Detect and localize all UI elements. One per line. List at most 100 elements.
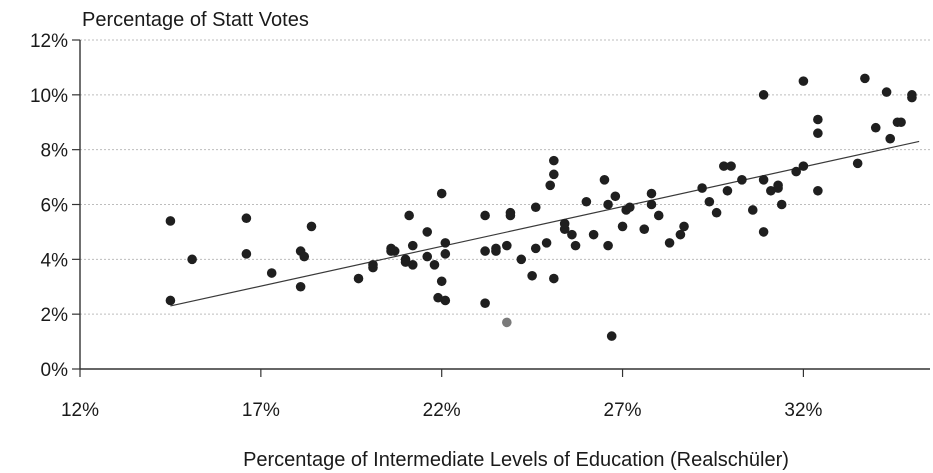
data-point [664, 238, 675, 248]
data-point [545, 180, 556, 191]
data-point [241, 249, 252, 259]
tick-labels: 0% 2% 4% 6% 8% 10% 12% 12% 17% 22% 27% 32% [30, 31, 823, 421]
data-point [726, 161, 736, 171]
data-point [480, 298, 490, 309]
data-point [491, 246, 501, 256]
data-point [646, 188, 657, 199]
data-point [266, 268, 277, 278]
data-point [813, 128, 823, 139]
data-point [704, 196, 715, 207]
data-point [433, 292, 443, 303]
y-tick-label: 8% [41, 141, 69, 162]
data-point [165, 216, 176, 226]
data-point [766, 185, 776, 196]
data-point [773, 180, 783, 191]
data-point [389, 246, 400, 256]
data-point [549, 169, 559, 180]
data-point [697, 183, 707, 193]
data-point [860, 73, 870, 84]
data-point [798, 161, 809, 171]
data-point [530, 243, 541, 254]
x-tick-label: 12% [61, 400, 99, 421]
data-point [758, 175, 769, 185]
data-point [617, 221, 628, 232]
data-point [896, 117, 906, 128]
data-point [502, 240, 512, 251]
data-point [813, 114, 823, 125]
data-point [549, 273, 559, 284]
data-point [295, 281, 306, 292]
data-point [407, 260, 418, 270]
data-point [588, 229, 599, 240]
data-point [679, 221, 689, 232]
data-point [422, 227, 433, 237]
y-tick-label: 0% [41, 360, 69, 381]
data-point [429, 260, 440, 270]
data-point [368, 262, 378, 273]
data-point [758, 90, 769, 100]
x-tick-label: 17% [242, 400, 280, 421]
data-point [675, 229, 686, 240]
x-tick-label: 27% [604, 400, 642, 421]
chart-title: Percentage of Statt Votes [82, 9, 309, 31]
data-point [353, 273, 364, 284]
data-point [719, 161, 729, 171]
data-point [907, 92, 917, 103]
axes [72, 39, 930, 377]
data-point [440, 238, 451, 248]
data-point [885, 133, 896, 144]
grid-lines [80, 39, 930, 315]
data-point [737, 175, 747, 185]
data-point [440, 295, 451, 306]
y-tick-label: 10% [30, 86, 68, 107]
data-point [404, 210, 414, 221]
data-point [603, 199, 613, 210]
data-point [306, 221, 317, 232]
data-point [516, 254, 527, 265]
data-point [639, 224, 650, 234]
x-axis-title: Percentage of Intermediate Levels of Edu… [243, 449, 789, 471]
data-point [711, 207, 722, 218]
data-point [440, 249, 451, 259]
data-point [480, 210, 490, 221]
data-point [599, 175, 610, 185]
data-point [791, 166, 801, 177]
data-point [624, 202, 635, 213]
data-point [407, 240, 418, 251]
data-point [422, 251, 433, 262]
y-tick-label: 6% [41, 196, 69, 217]
data-point [436, 276, 447, 287]
data-point [559, 218, 570, 229]
data-point [187, 254, 197, 265]
data-point [480, 246, 490, 256]
data-point [530, 202, 541, 213]
data-point [436, 188, 447, 199]
x-tick-label: 32% [784, 400, 822, 421]
data-point [798, 76, 809, 86]
y-tick-label: 4% [41, 250, 69, 271]
data-point [870, 122, 881, 133]
y-tick-label: 2% [41, 305, 69, 326]
data-point [813, 185, 823, 196]
data-point [747, 205, 758, 215]
data-point [299, 251, 310, 262]
data-point [541, 238, 552, 248]
data-point [758, 227, 769, 237]
data-point [776, 199, 787, 210]
y-tick-label: 12% [30, 31, 68, 52]
data-points [165, 73, 917, 341]
x-tick-label: 22% [423, 400, 461, 421]
data-point [570, 240, 581, 251]
data-point [722, 185, 733, 196]
data-point [881, 87, 892, 97]
data-point [549, 155, 559, 166]
data-point [241, 213, 252, 224]
data-point [165, 295, 176, 306]
data-point [606, 331, 617, 341]
data-point [646, 199, 657, 210]
data-point [567, 229, 577, 240]
data-point [505, 210, 516, 221]
data-point [852, 158, 863, 169]
data-point [502, 317, 512, 328]
